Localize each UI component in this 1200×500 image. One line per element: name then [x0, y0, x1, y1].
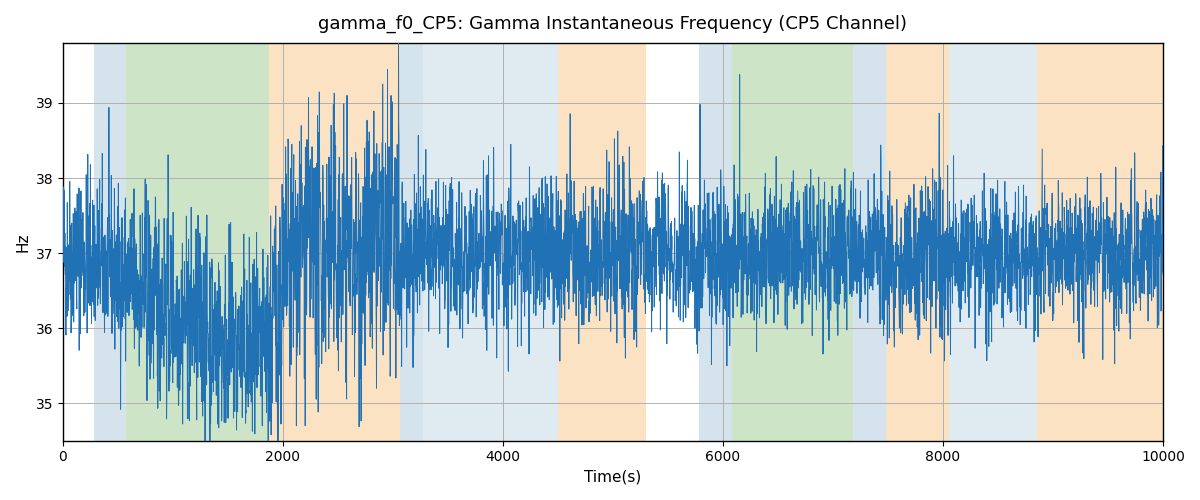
Bar — [853, 43, 886, 440]
X-axis label: Time(s): Time(s) — [584, 470, 642, 485]
Bar — [400, 43, 422, 440]
Bar — [886, 43, 948, 440]
Bar — [698, 43, 732, 440]
Y-axis label: Hz: Hz — [16, 232, 30, 252]
Bar — [948, 43, 1037, 440]
Bar — [422, 43, 558, 440]
Bar — [94, 43, 126, 440]
Bar — [558, 43, 646, 440]
Bar — [126, 43, 269, 440]
Bar — [732, 43, 853, 440]
Bar — [269, 43, 400, 440]
Title: gamma_f0_CP5: Gamma Instantaneous Frequency (CP5 Channel): gamma_f0_CP5: Gamma Instantaneous Freque… — [318, 15, 907, 34]
Bar — [1037, 43, 1163, 440]
